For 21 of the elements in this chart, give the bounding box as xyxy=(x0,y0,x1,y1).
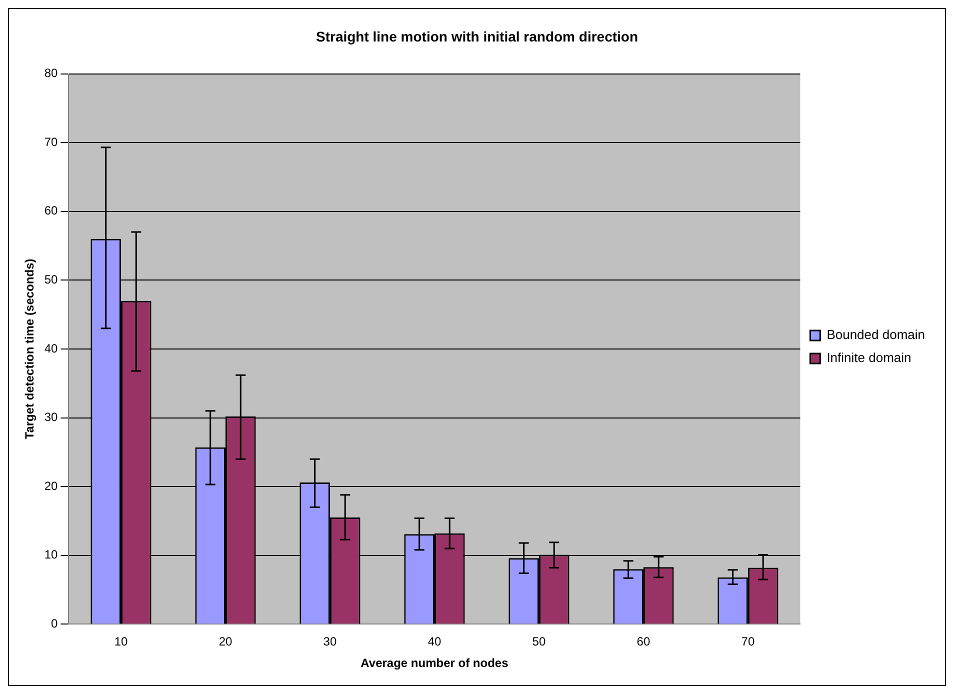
x-tick-label: 60 xyxy=(636,634,650,649)
x-tick-label: 10 xyxy=(114,634,128,649)
chart-title: Straight line motion with initial random direction xyxy=(316,28,638,44)
legend-label: Infinite domain xyxy=(826,350,912,366)
y-tick-label: 70 xyxy=(44,134,58,149)
y-tick-label: 10 xyxy=(44,548,58,562)
y-tick-label: 50 xyxy=(44,272,58,287)
x-axis-title: Average number of nodes xyxy=(360,656,509,670)
x-tick-label: 70 xyxy=(741,634,755,649)
y-tick-label: 60 xyxy=(44,204,58,218)
y-tick-label: 80 xyxy=(44,66,58,80)
y-tick-label: 20 xyxy=(44,478,58,493)
y-axis-title: Target detection time (seconds) xyxy=(22,258,37,440)
x-tick-label: 50 xyxy=(532,634,546,649)
y-tick-label: 30 xyxy=(44,410,58,424)
y-tick-label: 0 xyxy=(51,616,58,631)
legend-label: Bounded domain xyxy=(826,327,926,342)
y-tick-label: 40 xyxy=(44,341,58,356)
x-tick-label: 30 xyxy=(323,634,337,649)
x-tick-label: 40 xyxy=(428,634,442,649)
x-tick-label: 20 xyxy=(218,634,232,649)
